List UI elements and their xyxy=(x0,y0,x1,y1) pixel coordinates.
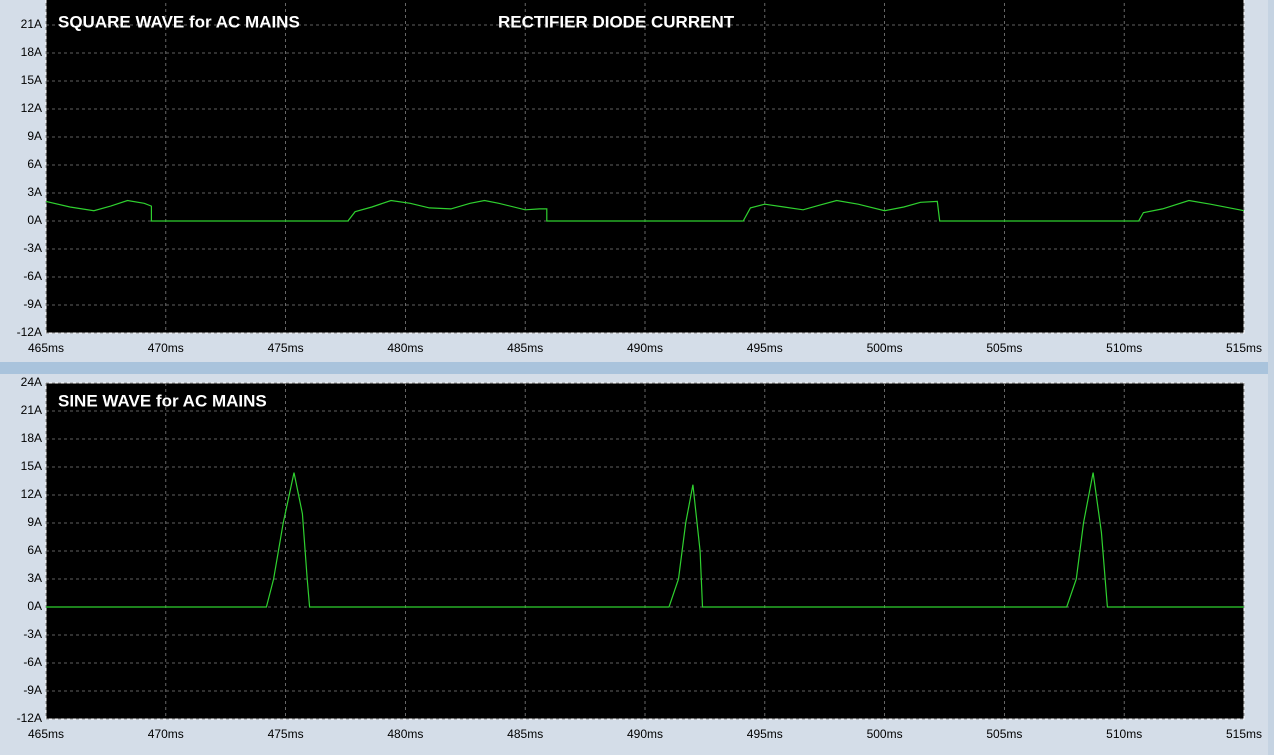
y-tick-label: 18A xyxy=(21,431,42,445)
y-tick-label: -6A xyxy=(23,655,42,669)
y-tick-label: -9A xyxy=(23,683,42,697)
x-tick-label: 465ms xyxy=(28,727,64,741)
x-tick-label: 505ms xyxy=(986,341,1022,355)
y-tick-label: 15A xyxy=(21,73,42,87)
y-tick-label: 12A xyxy=(21,101,42,115)
y-tick-label: 3A xyxy=(27,185,42,199)
y-tick-label: 9A xyxy=(27,515,42,529)
x-tick-label: 515ms xyxy=(1226,727,1262,741)
x-tick-label: 485ms xyxy=(507,727,543,741)
annotation: RECTIFIER DIODE CURRENT xyxy=(498,12,735,31)
y-tick-label: 0A xyxy=(27,599,42,613)
x-tick-label: 505ms xyxy=(986,727,1022,741)
x-tick-label: 495ms xyxy=(747,727,783,741)
x-tick-label: 510ms xyxy=(1106,341,1142,355)
y-tick-label: 21A xyxy=(21,403,42,417)
y-tick-label: 9A xyxy=(27,129,42,143)
x-tick-label: 465ms xyxy=(28,341,64,355)
series-line xyxy=(46,472,1244,608)
x-tick-label: 500ms xyxy=(867,727,903,741)
x-tick-label: 515ms xyxy=(1226,341,1262,355)
y-tick-label: 24A xyxy=(21,0,42,3)
y-tick-label: -3A xyxy=(23,627,42,641)
series-line xyxy=(45,199,1245,222)
x-tick-label: 490ms xyxy=(627,341,663,355)
x-tick-label: 475ms xyxy=(268,727,304,741)
y-tick-label: -6A xyxy=(23,269,42,283)
y-tick-label: 6A xyxy=(27,543,42,557)
x-tick-label: 490ms xyxy=(627,727,663,741)
y-tick-label: 15A xyxy=(21,459,42,473)
x-tick-label: 510ms xyxy=(1106,727,1142,741)
x-tick-label: 480ms xyxy=(387,727,423,741)
y-tick-label: 6A xyxy=(27,157,42,171)
x-tick-label: 480ms xyxy=(387,341,423,355)
x-tick-label: 500ms xyxy=(867,341,903,355)
y-tick-label: 21A xyxy=(21,17,42,31)
chart-title: SQUARE WAVE for AC MAINS xyxy=(58,12,300,31)
x-tick-label: 495ms xyxy=(747,341,783,355)
y-tick-label: -12A xyxy=(17,325,42,339)
y-tick-label: 3A xyxy=(27,571,42,585)
y-tick-label: 0A xyxy=(27,213,42,227)
pane-separator xyxy=(0,362,1274,374)
y-tick-label: -12A xyxy=(17,711,42,725)
y-tick-label: 24A xyxy=(21,375,42,389)
x-tick-label: 475ms xyxy=(268,341,304,355)
x-tick-label: 470ms xyxy=(148,341,184,355)
y-tick-label: -3A xyxy=(23,241,42,255)
x-tick-label: 485ms xyxy=(507,341,543,355)
y-tick-label: -9A xyxy=(23,297,42,311)
x-tick-label: 470ms xyxy=(148,727,184,741)
window-border xyxy=(1268,0,1274,755)
chart-title: SINE WAVE for AC MAINS xyxy=(58,391,267,410)
y-tick-label: 12A xyxy=(21,487,42,501)
y-tick-label: 18A xyxy=(21,45,42,59)
